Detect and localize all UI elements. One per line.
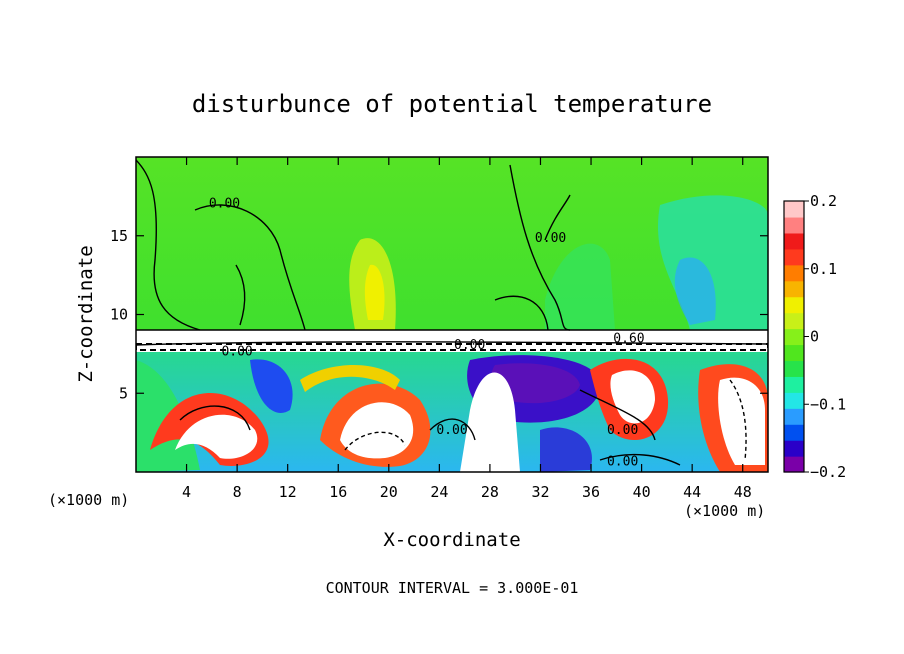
colorbar-tick-label: −0.2 <box>810 463 846 481</box>
plot-area <box>136 157 768 472</box>
colorbar-segment <box>784 264 804 282</box>
lower-blue-patch-2 <box>540 427 592 472</box>
y-axis: 5 10 15 <box>110 227 768 402</box>
lower-purple-deep <box>491 363 580 404</box>
contour-label: 0.00 <box>454 338 485 353</box>
colorbar-segment <box>784 280 804 298</box>
colorbar-tick-label: 0 <box>810 328 819 346</box>
y-axis-label: Z-coordinate <box>75 245 97 382</box>
contour-label: 0.00 <box>535 231 566 246</box>
x-axis-label: X-coordinate <box>383 529 520 551</box>
contour-label: 0.00 <box>436 423 467 438</box>
x-tick-label: 8 <box>233 483 242 501</box>
contour-label: 0.00 <box>607 423 638 438</box>
x-tick-label: 36 <box>582 483 600 501</box>
lower-blue-patch <box>250 359 293 413</box>
inversion-dashes <box>136 343 768 351</box>
x-unit-left: (×1000 m) <box>48 491 129 509</box>
colorbar-segment <box>784 248 804 266</box>
lower-white-swirl-4 <box>718 377 765 465</box>
x-tick-label: 44 <box>683 483 701 501</box>
contour-label: 0.00 <box>221 344 252 359</box>
contour-labels: 0.00 0.00 0.00 0.00 0.60 0.00 0.00 0.00 <box>209 196 645 470</box>
chart-title: disturbunce of potential temperature <box>192 90 712 118</box>
colorbar-segment <box>784 408 804 425</box>
x-tick-label: 16 <box>329 483 347 501</box>
colorbar-segment <box>784 312 804 330</box>
y-tick-label: 5 <box>119 384 128 402</box>
x-tick-label: 40 <box>633 483 651 501</box>
colorbar-segment <box>784 296 804 314</box>
contour-label: 0.60 <box>613 332 644 347</box>
colorbar-segment <box>784 424 804 441</box>
contour-interval-note: CONTOUR INTERVAL = 3.000E-01 <box>326 579 579 597</box>
lower-white-swirl-1 <box>175 414 258 459</box>
colorbar-segment <box>784 456 804 473</box>
y-tick-label: 10 <box>110 306 128 324</box>
y-tick-label: 15 <box>110 227 128 245</box>
x-tick-label: 4 <box>182 483 191 501</box>
upper-green-plume <box>545 243 615 330</box>
colorbar-segment <box>784 216 804 234</box>
upper-yellow-core <box>364 264 385 320</box>
x-tick-label: 48 <box>734 483 752 501</box>
colorbar-segment <box>784 201 804 218</box>
x-tick-label: 32 <box>531 483 549 501</box>
x-axis: 4 8 12 16 20 24 28 32 36 40 44 48 <box>182 157 752 501</box>
lower-white-swirl-2 <box>340 402 414 459</box>
x-tick-label: 24 <box>430 483 448 501</box>
contour-label: 0.00 <box>209 196 240 211</box>
x-tick-label: 20 <box>380 483 398 501</box>
x-unit-right: (×1000 m) <box>684 502 765 520</box>
x-tick-label: 28 <box>481 483 499 501</box>
colorbar-tick-label: −0.1 <box>810 395 846 413</box>
upper-blue-plume <box>674 257 716 325</box>
colorbar-segment <box>784 328 804 346</box>
lower-white-column <box>460 372 520 472</box>
contour-label: 0.00 <box>607 455 638 470</box>
x-tick-label: 12 <box>279 483 297 501</box>
colorbar-tick-label: 0.2 <box>810 192 837 210</box>
colorbar-segment <box>784 440 804 457</box>
colorbar-segment <box>784 344 804 362</box>
colorbar-segment <box>784 392 804 409</box>
colorbar: 0.2 0.1 0 −0.1 −0.2 <box>783 192 846 481</box>
colorbar-segment <box>784 376 804 393</box>
colorbar-tick-label: 0.1 <box>810 260 837 278</box>
lower-yellow-swirl <box>300 365 400 392</box>
colorbar-segment <box>784 232 804 250</box>
colorbar-segment <box>784 360 804 377</box>
